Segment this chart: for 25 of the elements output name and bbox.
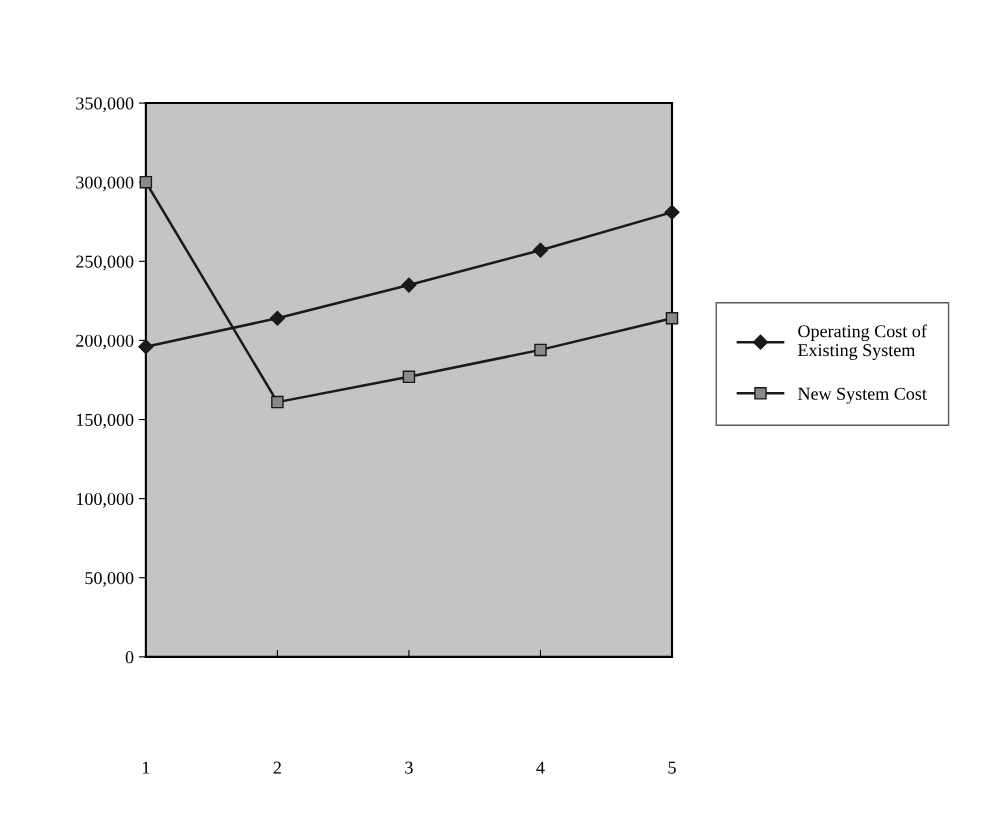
point — [401, 277, 417, 293]
x-tick-label: 4 — [536, 761, 545, 774]
point — [138, 339, 154, 355]
y-tick-label: 50,000 — [85, 572, 134, 587]
point — [402, 370, 416, 384]
point — [139, 175, 153, 189]
y-tick-label: 300,000 — [76, 176, 134, 192]
y-tick-label: 350,000 — [76, 97, 134, 113]
point — [534, 343, 547, 357]
y-tick-label: 200,000 — [76, 334, 134, 350]
point — [664, 204, 680, 220]
point — [271, 395, 284, 409]
x-tick-label: 1 — [142, 761, 150, 774]
legend-label: Operating Cost of Existing System — [798, 324, 927, 360]
y-tick-label: 150,000 — [76, 413, 134, 429]
point — [665, 312, 679, 325]
point — [269, 310, 285, 326]
x-tick-label: 5 — [668, 761, 676, 774]
y-tick-label: 0 — [125, 651, 134, 664]
y-tick-label: 250,000 — [76, 255, 134, 271]
x-tick-label: 3 — [405, 761, 413, 774]
point — [532, 242, 549, 258]
y-tick-label: 100,000 — [76, 492, 134, 508]
legend-label: New System Cost — [798, 387, 927, 404]
x-tick-label: 2 — [273, 761, 281, 774]
